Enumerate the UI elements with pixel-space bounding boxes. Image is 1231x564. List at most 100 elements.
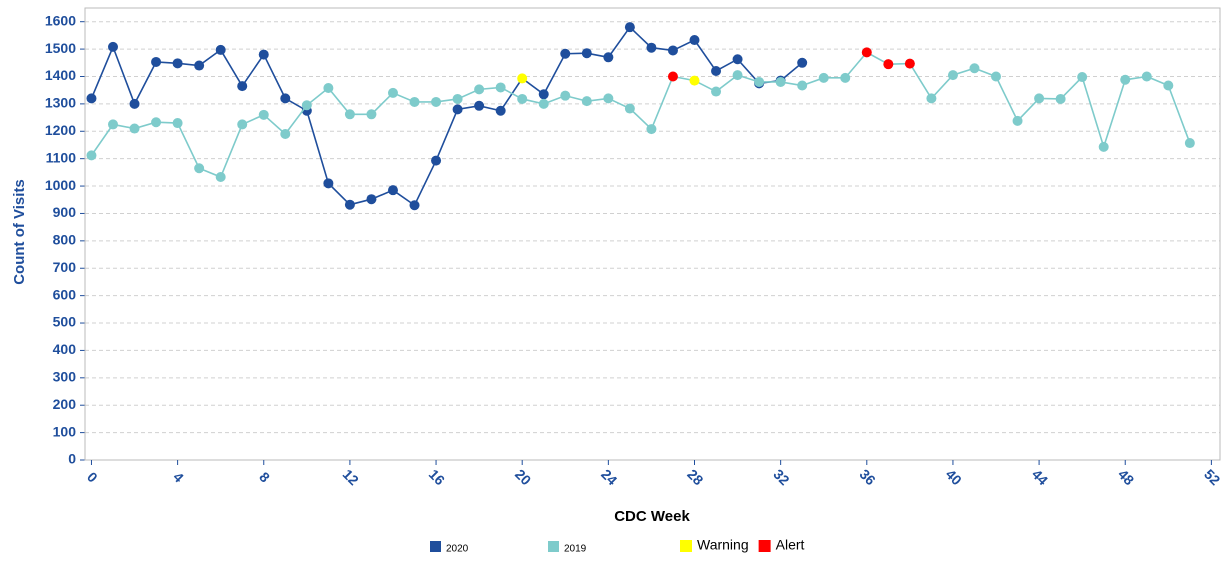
data-point bbox=[775, 76, 786, 87]
data-point bbox=[969, 63, 980, 74]
data-point bbox=[151, 117, 162, 128]
data-point bbox=[711, 86, 722, 97]
data-point bbox=[1034, 93, 1045, 104]
y-axis-title: Count of Visits bbox=[11, 179, 28, 285]
data-point bbox=[711, 66, 722, 77]
x-tick-label: 32 bbox=[770, 466, 792, 488]
series-line bbox=[90, 25, 803, 207]
data-point bbox=[818, 72, 829, 83]
x-tick-label: 48 bbox=[1115, 466, 1137, 488]
data-point bbox=[129, 123, 140, 134]
legend-swatch bbox=[548, 541, 559, 552]
data-point bbox=[1098, 141, 1109, 152]
data-point bbox=[237, 119, 248, 130]
x-tick-label: 16 bbox=[426, 466, 448, 488]
data-point bbox=[366, 109, 377, 120]
data-point bbox=[474, 84, 485, 95]
x-tick-label: 52 bbox=[1201, 466, 1223, 488]
data-point bbox=[409, 96, 420, 107]
data-point bbox=[947, 70, 958, 81]
data-point bbox=[689, 35, 700, 46]
data-point bbox=[129, 98, 140, 109]
data-point bbox=[732, 54, 743, 65]
data-point bbox=[431, 155, 442, 166]
x-tick-label: 12 bbox=[340, 466, 362, 488]
data-point bbox=[452, 104, 463, 115]
x-tick-label: 4 bbox=[170, 469, 187, 486]
data-point bbox=[495, 105, 506, 116]
data-point bbox=[624, 22, 635, 33]
x-tick-label: 0 bbox=[84, 469, 101, 486]
x-tick-label: 44 bbox=[1029, 466, 1051, 488]
y-tick-label: 1000 bbox=[45, 177, 76, 193]
data-point bbox=[172, 118, 183, 129]
data-point bbox=[689, 75, 700, 86]
data-point bbox=[387, 87, 398, 98]
data-point bbox=[474, 100, 485, 111]
data-point bbox=[387, 185, 398, 196]
data-point bbox=[194, 163, 205, 174]
data-point bbox=[344, 109, 355, 120]
x-tick-label: 36 bbox=[857, 466, 879, 488]
data-point bbox=[904, 58, 915, 69]
data-point bbox=[581, 48, 592, 59]
data-point bbox=[495, 82, 506, 93]
x-tick-label: 28 bbox=[684, 466, 706, 488]
y-tick-label: 1400 bbox=[45, 67, 76, 83]
data-point bbox=[667, 45, 678, 56]
y-tick-label: 0 bbox=[68, 451, 76, 467]
data-point bbox=[667, 71, 678, 82]
data-point bbox=[107, 119, 118, 130]
y-tick-label: 100 bbox=[53, 423, 77, 439]
data-point bbox=[323, 178, 334, 189]
data-point bbox=[344, 199, 355, 210]
data-point bbox=[883, 59, 894, 70]
data-point bbox=[366, 194, 377, 205]
data-point bbox=[646, 42, 657, 53]
data-point bbox=[1120, 74, 1131, 85]
data-point bbox=[151, 56, 162, 67]
data-point bbox=[797, 80, 808, 91]
x-tick-label: 24 bbox=[598, 466, 620, 488]
legend-swatch bbox=[758, 540, 771, 552]
data-point bbox=[194, 60, 205, 71]
y-tick-label: 1300 bbox=[45, 95, 76, 111]
data-point bbox=[280, 93, 291, 104]
data-point bbox=[646, 124, 657, 135]
data-point bbox=[323, 82, 334, 93]
legend-swatch bbox=[430, 541, 441, 552]
data-point bbox=[215, 44, 226, 55]
data-point bbox=[258, 49, 269, 60]
y-tick-label: 400 bbox=[53, 341, 77, 357]
legend-swatch bbox=[680, 540, 692, 552]
legend-label: Alert bbox=[776, 537, 805, 553]
data-point bbox=[538, 98, 549, 109]
data-point bbox=[86, 93, 97, 104]
data-point bbox=[991, 71, 1002, 82]
data-point bbox=[560, 48, 571, 59]
y-tick-label: 1600 bbox=[45, 12, 76, 28]
y-tick-label: 1200 bbox=[45, 122, 76, 138]
data-point bbox=[861, 47, 872, 58]
data-point bbox=[215, 172, 226, 183]
legend-label: 2019 bbox=[564, 544, 587, 555]
x-axis-title: CDC Week bbox=[614, 508, 690, 525]
y-tick-label: 300 bbox=[53, 369, 77, 385]
data-point bbox=[840, 72, 851, 83]
data-point bbox=[1012, 115, 1023, 126]
data-point bbox=[237, 81, 248, 92]
data-point bbox=[1055, 93, 1066, 104]
y-tick-label: 800 bbox=[53, 232, 77, 248]
data-point bbox=[581, 96, 592, 107]
data-point bbox=[1163, 80, 1174, 91]
data-point bbox=[1184, 138, 1195, 149]
y-tick-label: 200 bbox=[53, 396, 77, 412]
y-tick-label: 600 bbox=[53, 286, 77, 302]
data-point bbox=[603, 93, 614, 104]
data-point bbox=[301, 100, 312, 111]
data-point bbox=[754, 76, 765, 87]
data-point bbox=[258, 109, 269, 120]
data-point bbox=[517, 93, 528, 104]
data-point bbox=[603, 52, 614, 63]
